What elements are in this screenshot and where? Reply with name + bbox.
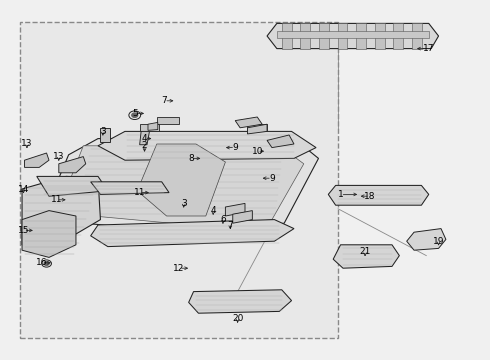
Polygon shape	[282, 23, 292, 49]
Text: 4: 4	[210, 206, 216, 215]
Polygon shape	[277, 31, 429, 38]
Text: 6: 6	[220, 215, 226, 224]
Polygon shape	[100, 128, 110, 142]
Polygon shape	[148, 122, 158, 130]
Text: 16: 16	[36, 258, 48, 267]
Polygon shape	[22, 211, 76, 257]
Text: 11: 11	[50, 195, 62, 204]
Polygon shape	[137, 144, 225, 216]
Circle shape	[132, 113, 138, 117]
Polygon shape	[393, 23, 403, 49]
Text: 13: 13	[21, 139, 33, 148]
Polygon shape	[22, 176, 100, 252]
Polygon shape	[140, 124, 159, 131]
Text: 10: 10	[251, 147, 263, 156]
Text: 8: 8	[188, 154, 194, 163]
Polygon shape	[24, 153, 49, 167]
Text: 3: 3	[181, 199, 187, 208]
Polygon shape	[328, 185, 429, 205]
Polygon shape	[189, 290, 292, 313]
Text: 1: 1	[338, 190, 343, 199]
Polygon shape	[247, 124, 267, 134]
Text: 7: 7	[227, 220, 233, 230]
Text: 20: 20	[232, 314, 244, 323]
Polygon shape	[235, 117, 262, 128]
Text: 14: 14	[18, 184, 29, 194]
Polygon shape	[247, 124, 267, 131]
Text: 18: 18	[364, 192, 376, 201]
Bar	[20, 22, 338, 338]
Polygon shape	[267, 23, 439, 49]
Text: 4: 4	[142, 134, 147, 143]
Polygon shape	[98, 131, 316, 160]
Polygon shape	[91, 220, 294, 247]
Polygon shape	[333, 245, 399, 268]
Polygon shape	[407, 229, 446, 250]
Text: 19: 19	[433, 237, 444, 246]
Text: 15: 15	[18, 226, 29, 235]
Polygon shape	[375, 23, 385, 49]
Polygon shape	[225, 203, 245, 216]
Polygon shape	[59, 157, 86, 173]
Polygon shape	[37, 176, 108, 196]
Text: 7: 7	[161, 96, 167, 105]
Polygon shape	[91, 182, 169, 194]
Text: 13: 13	[53, 152, 65, 161]
Text: 2: 2	[142, 141, 147, 150]
Text: 9: 9	[232, 143, 238, 152]
Polygon shape	[49, 139, 318, 234]
Text: 11: 11	[134, 188, 146, 197]
Polygon shape	[338, 23, 347, 49]
Text: 12: 12	[173, 264, 185, 273]
Text: 17: 17	[423, 44, 435, 53]
Polygon shape	[319, 23, 329, 49]
Circle shape	[44, 262, 49, 265]
Text: 9: 9	[269, 174, 275, 183]
Polygon shape	[300, 23, 310, 49]
Polygon shape	[140, 131, 149, 145]
Text: 5: 5	[132, 109, 138, 118]
Text: 3: 3	[100, 127, 106, 136]
Polygon shape	[157, 117, 179, 124]
Polygon shape	[412, 23, 422, 49]
Polygon shape	[233, 211, 252, 223]
Polygon shape	[356, 23, 366, 49]
Text: 21: 21	[359, 248, 371, 256]
Polygon shape	[64, 146, 304, 227]
Polygon shape	[267, 135, 294, 148]
